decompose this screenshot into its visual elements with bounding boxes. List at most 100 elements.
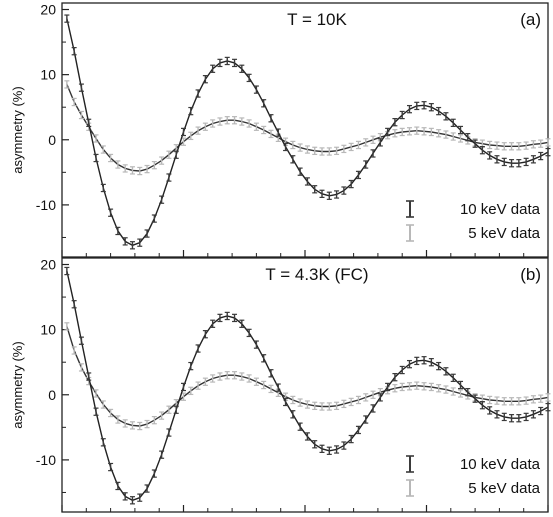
data-point [472, 394, 478, 403]
fit-curve [66, 326, 549, 427]
data-point [224, 116, 230, 125]
data-point [188, 361, 194, 371]
data-point [232, 371, 238, 380]
data-point [71, 47, 77, 56]
data-point [319, 147, 325, 156]
data-point [159, 450, 165, 459]
data-point [319, 444, 325, 454]
data-point [268, 369, 274, 378]
data-point [509, 159, 515, 168]
legend-label: 5 keV data [468, 225, 540, 242]
data-point [137, 493, 143, 502]
data-point [210, 64, 216, 73]
data-point [108, 462, 114, 472]
data-point [188, 131, 194, 141]
data-point [115, 481, 121, 491]
data-point [100, 400, 106, 409]
data-point [530, 410, 536, 419]
data-point [348, 179, 354, 189]
data-point [414, 381, 420, 390]
data-point [538, 406, 544, 416]
data-point [64, 80, 70, 89]
data-point [71, 346, 77, 355]
data-point [319, 189, 325, 199]
data-point [195, 89, 201, 98]
data-point [355, 140, 361, 150]
data-point [181, 382, 186, 392]
data-point [414, 126, 420, 135]
data-point [210, 119, 216, 128]
data-point [232, 116, 238, 125]
data-point [261, 354, 267, 363]
data-point [283, 397, 289, 407]
data-point [370, 404, 376, 413]
data-point [545, 393, 551, 402]
data-point [122, 237, 128, 246]
data-point [392, 129, 398, 138]
legend-label: 5 keV data [468, 480, 540, 497]
data-point [392, 384, 398, 393]
data-point [151, 214, 157, 223]
data-point [436, 106, 442, 116]
data-point [268, 384, 274, 394]
data-point [122, 164, 128, 173]
data-point [421, 127, 427, 136]
data-point [406, 382, 412, 391]
data-point [275, 383, 281, 392]
data-point [406, 127, 412, 136]
data-point [516, 397, 522, 406]
data-point [261, 99, 267, 108]
data-point [129, 241, 135, 250]
data-point [217, 58, 223, 68]
data-point [181, 127, 186, 137]
data-point [385, 127, 391, 137]
plot-frame [61, 257, 549, 513]
panel-title: T = 4.3K (FC) [265, 265, 368, 284]
data-point [297, 143, 303, 152]
data-point [377, 138, 383, 147]
data-point [421, 382, 427, 391]
data-point [239, 117, 245, 126]
y-axis-label: asymmetry (%) [10, 341, 25, 428]
data-point [122, 492, 128, 501]
data-point [290, 140, 296, 150]
data-point [443, 385, 449, 394]
legend-label: 10 keV data [460, 201, 541, 218]
data-point [428, 382, 434, 392]
legend-entry: 10 keV data [406, 200, 541, 218]
data-point [450, 387, 456, 396]
data-point [232, 58, 238, 68]
data-point [159, 156, 165, 165]
data-point [202, 75, 208, 84]
data-point [392, 373, 398, 382]
data-point [312, 401, 318, 411]
data-point [450, 132, 456, 141]
data-point [151, 415, 157, 425]
panel-label: (a) [520, 10, 541, 29]
data-point [304, 177, 310, 186]
data-point [494, 396, 500, 405]
data-point [509, 142, 515, 151]
data-point [78, 83, 84, 92]
data-point [501, 412, 507, 422]
data-point [283, 142, 289, 152]
y-tick-label: -10 [36, 452, 56, 468]
data-point [363, 160, 369, 169]
data-point [64, 14, 70, 23]
data-point [370, 390, 376, 399]
data-point [458, 134, 464, 143]
data-point [450, 118, 456, 128]
data-point [348, 142, 354, 152]
data-point [487, 395, 493, 405]
data-point [428, 358, 434, 367]
data-point [137, 166, 143, 176]
data-point [399, 382, 405, 392]
data-point [195, 126, 201, 135]
data-point [341, 399, 347, 409]
data-point [100, 145, 106, 154]
data-point [246, 328, 252, 338]
data-point [334, 190, 340, 199]
data-point [414, 101, 420, 111]
data-point [428, 103, 434, 112]
data-point [516, 159, 522, 168]
